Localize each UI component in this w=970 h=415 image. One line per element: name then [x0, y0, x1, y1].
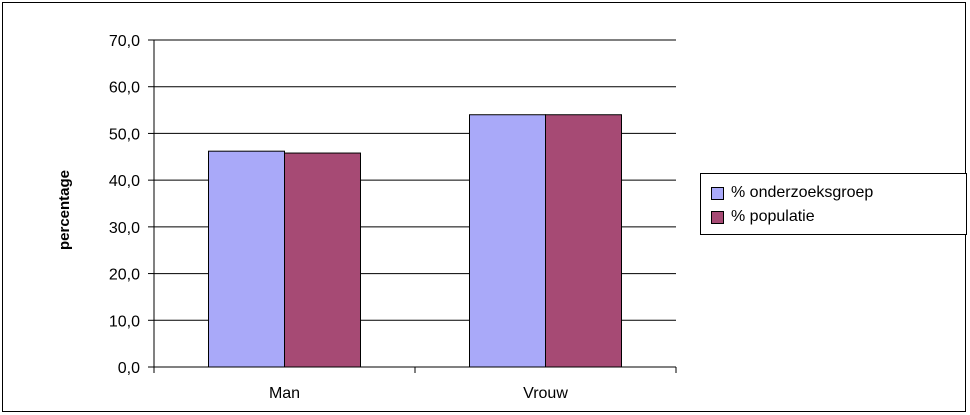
bar-man-series-0 [208, 150, 285, 368]
y-tick-label: 0,0 [118, 360, 140, 377]
bar-man-series-1 [284, 152, 361, 368]
bar-vrouw-series-0 [469, 114, 546, 368]
y-tick-label: 70,0 [109, 33, 140, 50]
legend: % onderzoeksgroep % populatie [700, 173, 967, 235]
x-tick-label: Man [269, 385, 300, 402]
y-tick-labels: 0,0 10,0 20,0 30,0 40,0 50,0 60,0 70,0 [109, 33, 140, 377]
legend-item-onderzoeksgroep: % onderzoeksgroep [711, 183, 873, 203]
y-tick-label: 50,0 [109, 126, 140, 143]
y-tick-label: 40,0 [109, 173, 140, 190]
y-tick-label: 30,0 [109, 220, 140, 237]
bar-chart: 0,0 10,0 20,0 30,0 40,0 50,0 60,0 70,0 Man Vrouw… [56, 33, 677, 402]
bars [208, 114, 622, 368]
y-axis-label: percentage [56, 170, 73, 250]
axes [148, 39, 677, 373]
x-tick-label: Vrouw [523, 385, 568, 402]
bar-vrouw-series-1 [545, 114, 622, 368]
legend-swatch-onderzoeksgroep [711, 186, 724, 200]
legend-label-onderzoeksgroep: % onderzoeksgroep [731, 184, 874, 201]
x-tick-labels: Man Vrouw [269, 385, 568, 402]
y-tick-label: 10,0 [109, 313, 140, 330]
y-tick-label: 20,0 [109, 267, 140, 284]
legend-label-populatie: % populatie [731, 208, 815, 225]
legend-item-populatie: % populatie [711, 207, 815, 227]
y-tick-label: 60,0 [109, 80, 140, 97]
legend-swatch-populatie [711, 210, 724, 224]
